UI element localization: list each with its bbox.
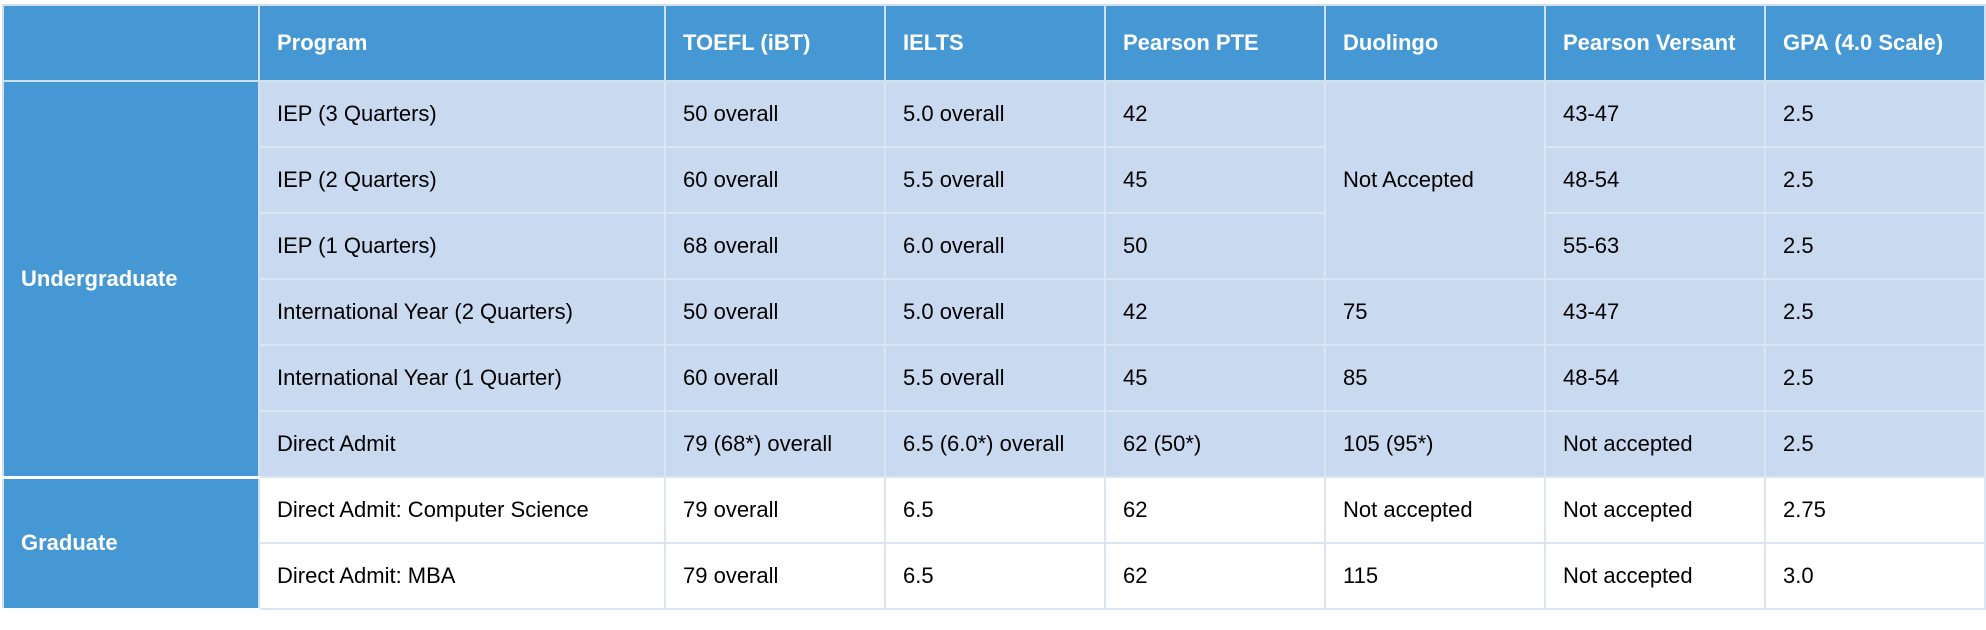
table-row: International Year (2 Quarters) 50 overa… <box>3 278 1986 346</box>
cell-pte: 45 <box>1104 146 1326 214</box>
cell-pte: 62 <box>1104 542 1326 610</box>
cell-ielts: 5.0 overall <box>884 278 1106 346</box>
requirements-table-container: Program TOEFL (iBT) IELTS Pearson PTE Du… <box>2 4 1986 610</box>
cell-program: International Year (2 Quarters) <box>258 278 666 346</box>
cell-versant: 55-63 <box>1544 212 1766 280</box>
cell-program: Direct Admit <box>258 410 666 478</box>
cell-program: IEP (3 Quarters) <box>258 80 666 148</box>
cell-gpa: 2.5 <box>1764 146 1986 214</box>
header-row: Program TOEFL (iBT) IELTS Pearson PTE Du… <box>2 4 1986 82</box>
cell-gpa: 2.75 <box>1764 476 1986 544</box>
cell-versant: 43-47 <box>1544 80 1766 148</box>
table-row: Undergraduate IEP (3 Quarters) 50 overal… <box>2 80 1986 479</box>
cell-duolingo: Not accepted <box>1324 476 1546 544</box>
english-requirements-table: Program TOEFL (iBT) IELTS Pearson PTE Du… <box>2 4 1986 610</box>
table-row: Direct Admit: MBA 79 overall 6.5 62 115 … <box>3 542 1986 610</box>
header-gpa: GPA (4.0 Scale) <box>1764 4 1986 82</box>
cell-ielts: 6.0 overall <box>884 212 1106 280</box>
group-label-graduate: Graduate <box>2 476 260 610</box>
cell-versant: 43-47 <box>1544 278 1766 346</box>
table-row: IEP (1 Quarters) 68 overall 6.0 overall … <box>3 212 1986 280</box>
header-pte: Pearson PTE <box>1104 4 1326 82</box>
table-row: International Year (1 Quarter) 60 overal… <box>3 344 1986 412</box>
cell-gpa: 2.5 <box>1764 212 1986 280</box>
cell-duolingo: 75 <box>1324 278 1546 346</box>
cell-ielts: 5.0 overall <box>884 80 1106 148</box>
cell-gpa: 3.0 <box>1764 542 1986 610</box>
cell-versant: Not accepted <box>1544 476 1766 544</box>
cell-toefl: 60 overall <box>664 146 886 214</box>
cell-pte: 45 <box>1104 344 1326 412</box>
cell-gpa: 2.5 <box>1764 410 1986 478</box>
table-row: IEP (2 Quarters) 60 overall 5.5 overall … <box>3 146 1986 214</box>
cell-program: IEP (2 Quarters) <box>258 146 666 214</box>
cell-pte: 62 (50*) <box>1104 410 1326 478</box>
cell-duolingo-iep-merged: Not Accepted <box>1324 80 1546 280</box>
cell-versant: Not accepted <box>1544 410 1766 478</box>
cell-ielts: 6.5 (6.0*) overall <box>884 410 1106 478</box>
cell-gpa: 2.5 <box>1764 80 1986 148</box>
cell-pte: 42 <box>1104 80 1326 148</box>
table-row: Graduate Direct Admit: Computer Science … <box>2 476 1986 610</box>
cell-toefl: 50 overall <box>664 80 886 148</box>
header-versant: Pearson Versant <box>1544 4 1766 82</box>
cell-program: Direct Admit: MBA <box>258 542 666 610</box>
cell-pte: 62 <box>1104 476 1326 544</box>
header-toefl: TOEFL (iBT) <box>664 4 886 82</box>
cell-toefl: 50 overall <box>664 278 886 346</box>
cell-gpa: 2.5 <box>1764 344 1986 412</box>
cell-duolingo: 105 (95*) <box>1324 410 1546 478</box>
cell-program: Direct Admit: Computer Science <box>258 476 666 544</box>
cell-versant: Not accepted <box>1544 542 1766 610</box>
table-row: Direct Admit 79 (68*) overall 6.5 (6.0*)… <box>3 410 1986 478</box>
cell-toefl: 79 (68*) overall <box>664 410 886 478</box>
header-program: Program <box>258 4 666 82</box>
cell-pte: 50 <box>1104 212 1326 280</box>
header-duolingo: Duolingo <box>1324 4 1546 82</box>
cell-ielts: 5.5 overall <box>884 344 1106 412</box>
cell-toefl: 60 overall <box>664 344 886 412</box>
cell-ielts: 6.5 <box>884 476 1106 544</box>
cell-program: IEP (1 Quarters) <box>258 212 666 280</box>
cell-toefl: 79 overall <box>664 542 886 610</box>
cell-gpa: 2.5 <box>1764 278 1986 346</box>
cell-toefl: 68 overall <box>664 212 886 280</box>
group-label-undergraduate: Undergraduate <box>2 80 260 479</box>
cell-duolingo: 115 <box>1324 542 1546 610</box>
cell-ielts: 6.5 <box>884 542 1106 610</box>
header-ielts: IELTS <box>884 4 1106 82</box>
cell-ielts: 5.5 overall <box>884 146 1106 214</box>
cell-versant: 48-54 <box>1544 344 1766 412</box>
cell-duolingo: 85 <box>1324 344 1546 412</box>
cell-pte: 42 <box>1104 278 1326 346</box>
header-group <box>2 4 260 82</box>
cell-program: International Year (1 Quarter) <box>258 344 666 412</box>
cell-versant: 48-54 <box>1544 146 1766 214</box>
cell-toefl: 79 overall <box>664 476 886 544</box>
